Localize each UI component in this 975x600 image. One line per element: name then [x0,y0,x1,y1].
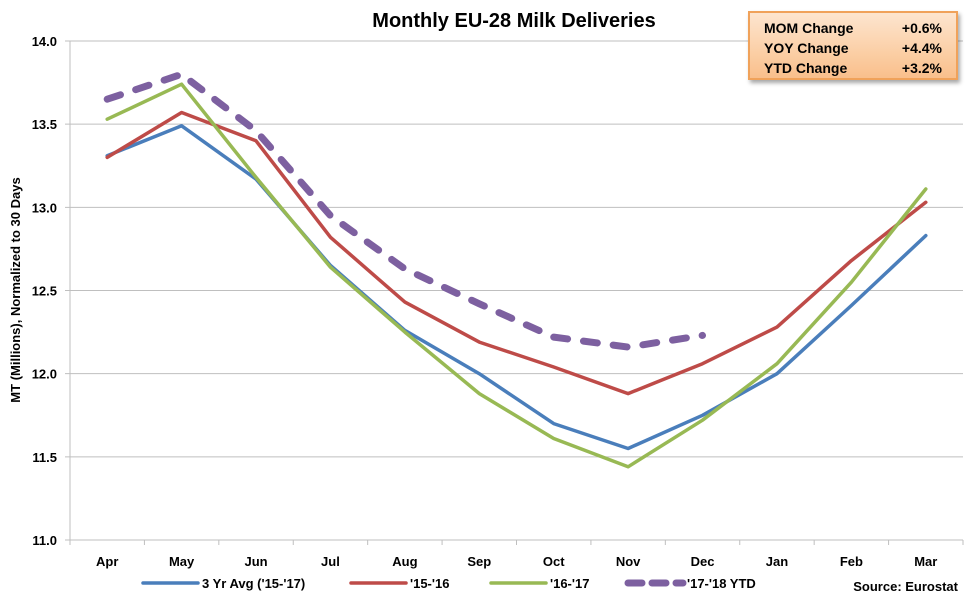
x-tick-label: Sep [467,554,491,569]
y-tick-label: 13.0 [32,200,57,215]
legend-label: '17-'18 YTD [687,576,756,591]
x-tick-label: Nov [616,554,641,569]
series-lines [103,70,928,469]
legend-label: 3 Yr Avg ('15-'17) [202,576,305,591]
source-annotation: Source: Eurostat [853,579,958,594]
y-tick-label: 12.5 [32,284,57,299]
y-tick-label: 12.0 [32,367,57,382]
legend-label: '16-'17 [550,576,589,591]
y-tick-label: 14.0 [32,34,57,49]
y-tick-label: 11.0 [32,533,57,548]
x-tick-label: Oct [543,554,565,569]
x-tick-label: Apr [96,554,118,569]
x-tick-label: Feb [840,554,863,569]
y-tick-label: 11.5 [32,450,57,465]
y-axis-ticks: 11.0 11.5 12.0 12.5 13.0 13.5 14.0 [32,34,57,548]
x-tick-label: Jan [766,554,788,569]
info-row-mom: MOM Change +0.6% [764,18,942,38]
series-line-3 [103,70,706,351]
chart-title: Monthly EU-28 Milk Deliveries [372,10,655,32]
info-row-yoy: YOY Change +4.4% [764,38,942,58]
info-value: +4.4% [901,40,942,56]
x-axis: Apr May Jun Jul Aug Sep Oct Nov Dec Jan Feb Mar [69,540,964,569]
series-line-2 [105,82,928,469]
x-tick-label: Mar [914,554,937,569]
x-tick-label: May [169,554,195,569]
x-tick-label: Jul [321,554,340,569]
info-value: +3.2% [901,60,942,76]
legend-label: '15-'16 [410,576,449,591]
x-tick-label: Jun [244,554,267,569]
x-tick-label: Aug [392,554,417,569]
info-label: YOY Change [764,40,849,56]
legend: 3 Yr Avg ('15-'17) '15-'16 '16-'17 '17-'18 … [141,576,756,591]
gridlines [65,40,963,541]
series-line-1 [105,110,928,396]
change-summary-box: MOM Change +0.6% YOY Change +4.4% YTD Ch… [748,11,958,80]
y-axis-label: MT (Millions), Normalized to 30 Days [8,177,23,402]
y-tick-label: 13.5 [32,117,57,132]
x-tick-label: Dec [691,554,715,569]
series-line-0 [105,124,928,451]
info-value: +0.6% [901,20,942,36]
info-label: YTD Change [764,60,848,76]
info-row-ytd: YTD Change +3.2% [764,58,942,78]
info-label: MOM Change [764,20,854,36]
